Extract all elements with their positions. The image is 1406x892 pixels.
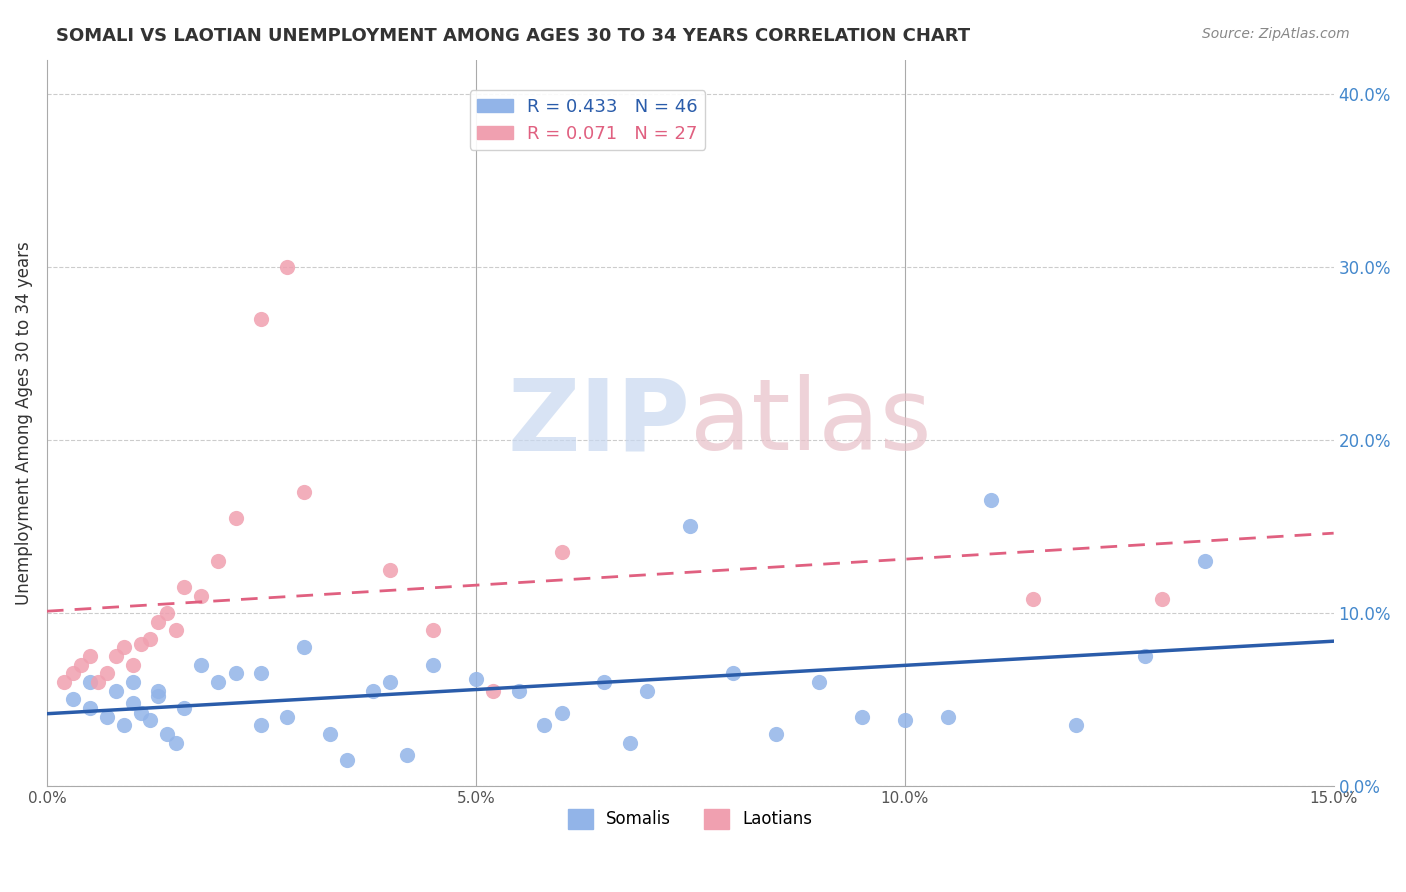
Point xyxy=(893,713,915,727)
Point xyxy=(1133,649,1156,664)
Point xyxy=(807,675,830,690)
Point xyxy=(422,623,444,637)
Point xyxy=(336,753,359,767)
Point xyxy=(276,260,298,274)
Point xyxy=(165,735,187,749)
Point xyxy=(593,675,616,690)
Point xyxy=(361,683,384,698)
Point xyxy=(319,727,342,741)
Point xyxy=(851,709,873,723)
Point xyxy=(173,580,195,594)
Point xyxy=(225,666,247,681)
Point xyxy=(378,563,401,577)
Point xyxy=(721,666,744,681)
Point xyxy=(250,666,273,681)
Text: SOMALI VS LAOTIAN UNEMPLOYMENT AMONG AGES 30 TO 34 YEARS CORRELATION CHART: SOMALI VS LAOTIAN UNEMPLOYMENT AMONG AGE… xyxy=(56,27,970,45)
Point xyxy=(292,484,315,499)
Point xyxy=(422,657,444,672)
Point xyxy=(533,718,555,732)
Point xyxy=(550,706,572,721)
Point xyxy=(121,675,143,690)
Text: Source: ZipAtlas.com: Source: ZipAtlas.com xyxy=(1202,27,1350,41)
Point xyxy=(156,727,179,741)
Point xyxy=(936,709,959,723)
Point xyxy=(121,657,143,672)
Text: atlas: atlas xyxy=(690,374,932,471)
Point xyxy=(121,696,143,710)
Point xyxy=(70,657,93,672)
Point xyxy=(129,706,152,721)
Point xyxy=(104,683,127,698)
Point xyxy=(79,701,101,715)
Point xyxy=(79,675,101,690)
Point xyxy=(53,675,76,690)
Point xyxy=(679,519,702,533)
Legend: Somalis, Laotians: Somalis, Laotians xyxy=(561,802,820,836)
Point xyxy=(292,640,315,655)
Point xyxy=(190,589,212,603)
Point xyxy=(79,649,101,664)
Point xyxy=(129,637,152,651)
Point xyxy=(96,709,118,723)
Point xyxy=(173,701,195,715)
Point xyxy=(508,683,530,698)
Point xyxy=(104,649,127,664)
Point xyxy=(482,683,505,698)
Point xyxy=(190,657,212,672)
Point xyxy=(148,689,170,703)
Point xyxy=(62,692,84,706)
Point xyxy=(139,632,162,646)
Point xyxy=(96,666,118,681)
Point xyxy=(139,713,162,727)
Point xyxy=(396,747,419,762)
Point xyxy=(550,545,572,559)
Point xyxy=(112,640,135,655)
Point xyxy=(765,727,787,741)
Point xyxy=(165,623,187,637)
Point xyxy=(636,683,658,698)
Point xyxy=(62,666,84,681)
Point xyxy=(1152,592,1174,607)
Point xyxy=(378,675,401,690)
Point xyxy=(207,675,229,690)
Point xyxy=(619,735,641,749)
Point xyxy=(250,312,273,326)
Text: ZIP: ZIP xyxy=(508,374,690,471)
Point xyxy=(156,606,179,620)
Point xyxy=(207,554,229,568)
Point xyxy=(112,718,135,732)
Point xyxy=(148,683,170,698)
Point xyxy=(1022,592,1045,607)
Point xyxy=(1194,554,1216,568)
Point xyxy=(1064,718,1087,732)
Point xyxy=(250,718,273,732)
Point xyxy=(148,615,170,629)
Y-axis label: Unemployment Among Ages 30 to 34 years: Unemployment Among Ages 30 to 34 years xyxy=(15,241,32,605)
Point xyxy=(979,493,1001,508)
Point xyxy=(87,675,110,690)
Point xyxy=(225,510,247,524)
Point xyxy=(276,709,298,723)
Point xyxy=(464,672,486,686)
